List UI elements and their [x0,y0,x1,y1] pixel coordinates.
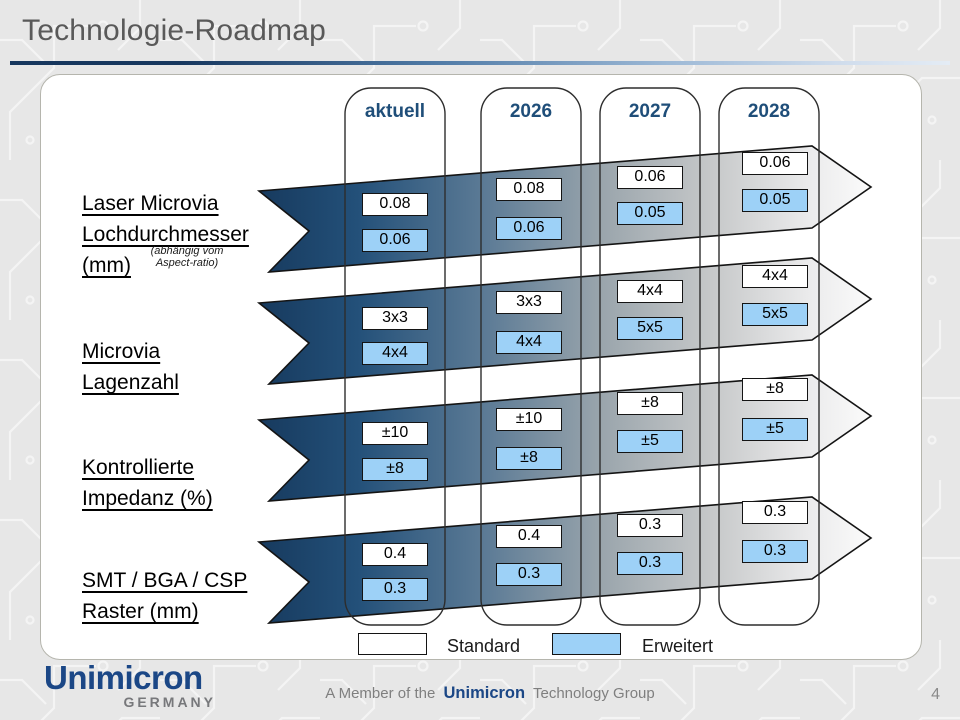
note-line: Aspect-ratio) [155,257,219,269]
row-label-kontrollierte-impedanz: Kontrollierte Impedanz (%) [82,452,213,514]
value-box-standard: 3x3 [496,291,562,314]
value-box-standard: 0.06 [617,166,683,189]
value-box-standard: 0.08 [496,178,562,201]
value-box-extended: 4x4 [362,342,428,365]
row-label-smt-bga-csp: SMT / BGA / CSP Raster (mm) [82,565,247,627]
member-suffix: Technology Group [532,685,655,702]
value-box-standard: 0.3 [742,501,808,524]
title-accent-rule [10,61,950,65]
unimicron-germany-logo: Unimicron GERMANY [44,659,216,710]
member-prefix: A Member of the [325,685,436,702]
value-box-extended: 0.3 [496,563,562,586]
value-box-extended: ±8 [362,458,428,481]
legend-label-standard: Standard [447,636,521,656]
value-box-extended: ±8 [496,447,562,470]
value-box-extended: 0.3 [362,578,428,601]
value-box-extended: 5x5 [617,317,683,340]
value-box-extended: 0.3 [617,552,683,575]
year-pill-2027 [599,87,701,626]
logo-wordmark: Unimicron [44,659,203,696]
value-box-standard: 4x4 [617,280,683,303]
row-label-line: Laser Microvia [82,192,219,215]
value-box-standard: ±10 [362,422,428,445]
value-box-extended: 0.05 [742,189,808,212]
value-box-standard: ±8 [617,392,683,415]
value-box-standard: 0.06 [742,152,808,175]
legend-swatch-standard [358,633,427,655]
row-label-line: Lochdurchmesser [82,223,249,246]
value-box-standard: 0.4 [362,543,428,566]
value-box-extended: 0.3 [742,540,808,563]
row-label-line: Kontrollierte [82,456,195,479]
note-line: (abhängig vom [150,245,224,257]
value-box-extended: 5x5 [742,303,808,326]
value-box-extended: ±5 [617,430,683,453]
row-label-line: Impedanz (%) [82,487,213,510]
value-box-standard: ±10 [496,408,562,431]
value-box-standard: ±8 [742,378,808,401]
year-pill-2028 [718,87,820,626]
year-pill-2026 [480,87,582,626]
page-title: Technologie-Roadmap [22,14,326,47]
value-box-extended: 0.06 [362,229,428,252]
column-header-2027: 2027 [628,101,672,122]
row-label-line: Lagenzahl [82,371,179,394]
row-label-laser-microvia: Laser Microvia Lochdurchmesser (mm) (abh… [82,188,249,281]
row-label-line: Microvia [82,340,161,363]
row-label-line: SMT / BGA / CSP [82,569,248,592]
member-line: A Member of the Unimicron Technology Gro… [290,684,690,703]
legend-label-extended: Erweitert [642,636,714,656]
value-box-standard: 0.3 [617,514,683,537]
legend-swatch-extended [552,633,621,655]
row-label-microvia-lagenzahl: Microvia Lagenzahl [82,336,179,398]
row-label-note: (abhängig vom Aspect-ratio) [144,245,230,269]
row-label-line: (mm) [82,254,131,277]
value-box-extended: ±5 [742,418,808,441]
column-header-aktuell: aktuell [364,101,426,122]
value-box-standard: 0.08 [362,193,428,216]
row-label-line: Raster (mm) [82,600,199,623]
page-number: 4 [931,686,940,703]
value-box-extended: 4x4 [496,331,562,354]
value-box-extended: 0.06 [496,217,562,240]
year-pill-aktuell [344,87,446,626]
column-header-2026: 2026 [509,101,553,122]
logo-country: GERMANY [123,694,216,710]
member-brand: Unimicron [443,684,526,702]
value-box-extended: 0.05 [617,202,683,225]
value-box-standard: 3x3 [362,307,428,330]
column-header-2028: 2028 [747,101,791,122]
value-box-standard: 4x4 [742,265,808,288]
value-box-standard: 0.4 [496,525,562,548]
